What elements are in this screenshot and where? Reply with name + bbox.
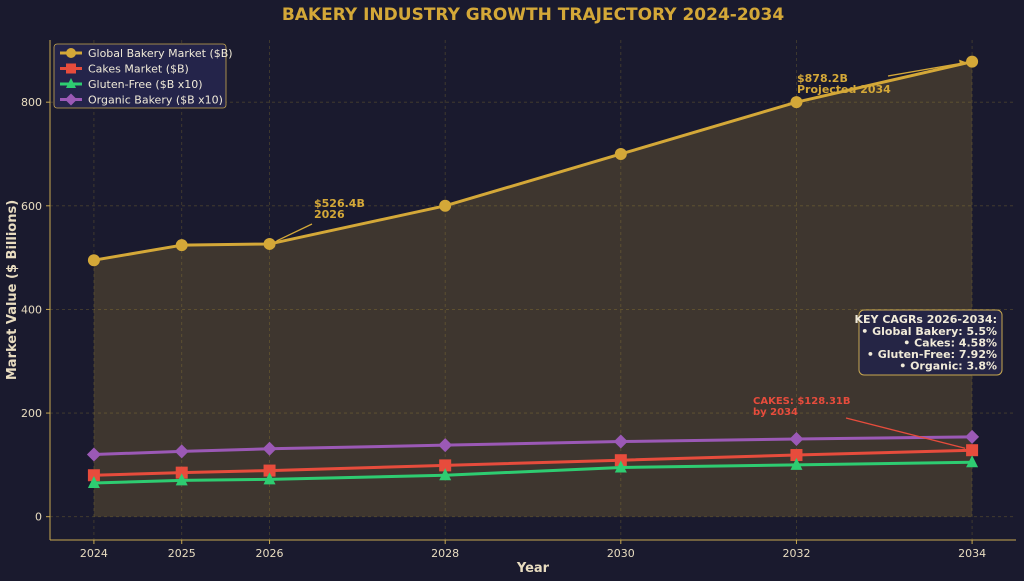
chart-title: BAKERY INDUSTRY GROWTH TRAJECTORY 2024-2… bbox=[282, 5, 785, 25]
y-tick-label: 400 bbox=[21, 303, 42, 316]
data-point bbox=[966, 55, 979, 68]
cagr-line: • Gluten-Free: 7.92% bbox=[867, 348, 997, 361]
data-point bbox=[790, 449, 803, 462]
data-point bbox=[439, 468, 452, 481]
data-point bbox=[790, 96, 803, 109]
legend-label: Organic Bakery ($B x10) bbox=[88, 94, 223, 107]
legend-box bbox=[53, 43, 227, 109]
x-tick-label: 2028 bbox=[431, 547, 459, 560]
cagr-line: • Global Bakery: 5.5% bbox=[861, 325, 997, 338]
data-point bbox=[790, 457, 803, 470]
x-axis-label: Year bbox=[516, 561, 550, 576]
data-point bbox=[87, 476, 100, 489]
x-tick-label: 2030 bbox=[607, 547, 635, 560]
x-tick-label: 2024 bbox=[80, 547, 108, 560]
cagr-title: KEY CAGRs 2026-2034: bbox=[855, 313, 998, 326]
data-point bbox=[614, 147, 627, 160]
data-point bbox=[439, 199, 452, 212]
y-tick-label: 200 bbox=[21, 407, 42, 420]
cagr-line: • Organic: 3.8% bbox=[899, 360, 997, 373]
y-tick-label: 0 bbox=[35, 511, 42, 524]
annotation-label: Projected 2034 bbox=[797, 83, 891, 96]
legend-marker bbox=[66, 78, 76, 88]
data-point bbox=[175, 239, 188, 252]
annotation-label: CAKES: $128.31B bbox=[753, 396, 851, 407]
data-point bbox=[86, 447, 101, 462]
data-point bbox=[263, 464, 276, 477]
annotation-label: by 2034 bbox=[753, 407, 798, 418]
legend-marker bbox=[66, 63, 76, 74]
y-axis-label: Market Value ($ Billions) bbox=[5, 200, 20, 380]
data-point bbox=[87, 469, 100, 482]
data-point bbox=[263, 237, 276, 250]
data-point bbox=[87, 254, 100, 267]
annotation-arrowhead bbox=[959, 59, 968, 66]
cagr-line: • Cakes: 4.58% bbox=[903, 337, 997, 350]
data-point bbox=[262, 441, 277, 456]
legend-marker bbox=[66, 48, 76, 58]
annotation-label: $878.2B bbox=[797, 72, 848, 85]
area-fill bbox=[93, 61, 973, 517]
data-point bbox=[614, 460, 627, 473]
annotation-label: 2026 bbox=[314, 208, 345, 221]
data-point bbox=[965, 429, 980, 444]
annotation-label: $526.4B bbox=[314, 197, 365, 210]
plot-area: 2024 2025 2026 2028 2030 2032 2034 0 200 400 600 80… bbox=[21, 40, 1016, 560]
y-tick-label: 600 bbox=[21, 200, 42, 213]
y-tick-label: 800 bbox=[21, 96, 42, 109]
data-point bbox=[439, 459, 452, 472]
annotation-arrow bbox=[276, 223, 313, 242]
data-point bbox=[789, 431, 804, 446]
cagr-box bbox=[858, 309, 1003, 376]
legend-marker bbox=[65, 93, 77, 106]
data-point bbox=[614, 454, 627, 467]
data-point bbox=[174, 444, 189, 459]
data-point bbox=[175, 473, 188, 486]
data-point bbox=[175, 466, 188, 479]
x-tick-label: 2032 bbox=[782, 547, 810, 560]
data-point bbox=[438, 438, 453, 453]
x-tick-label: 2025 bbox=[168, 547, 196, 560]
x-tick-label: 2034 bbox=[958, 547, 986, 560]
annotation-arrow bbox=[845, 417, 966, 449]
legend-label: Cakes Market ($B) bbox=[88, 63, 189, 76]
annotation-arrow bbox=[887, 62, 966, 77]
data-point bbox=[966, 455, 979, 468]
data-point bbox=[613, 434, 628, 449]
legend-label: Global Bakery Market ($B) bbox=[88, 47, 233, 60]
x-tick-label: 2026 bbox=[256, 547, 284, 560]
data-point bbox=[263, 472, 276, 485]
legend-label: Gluten-Free ($B x10) bbox=[88, 78, 203, 91]
data-point bbox=[966, 444, 979, 457]
